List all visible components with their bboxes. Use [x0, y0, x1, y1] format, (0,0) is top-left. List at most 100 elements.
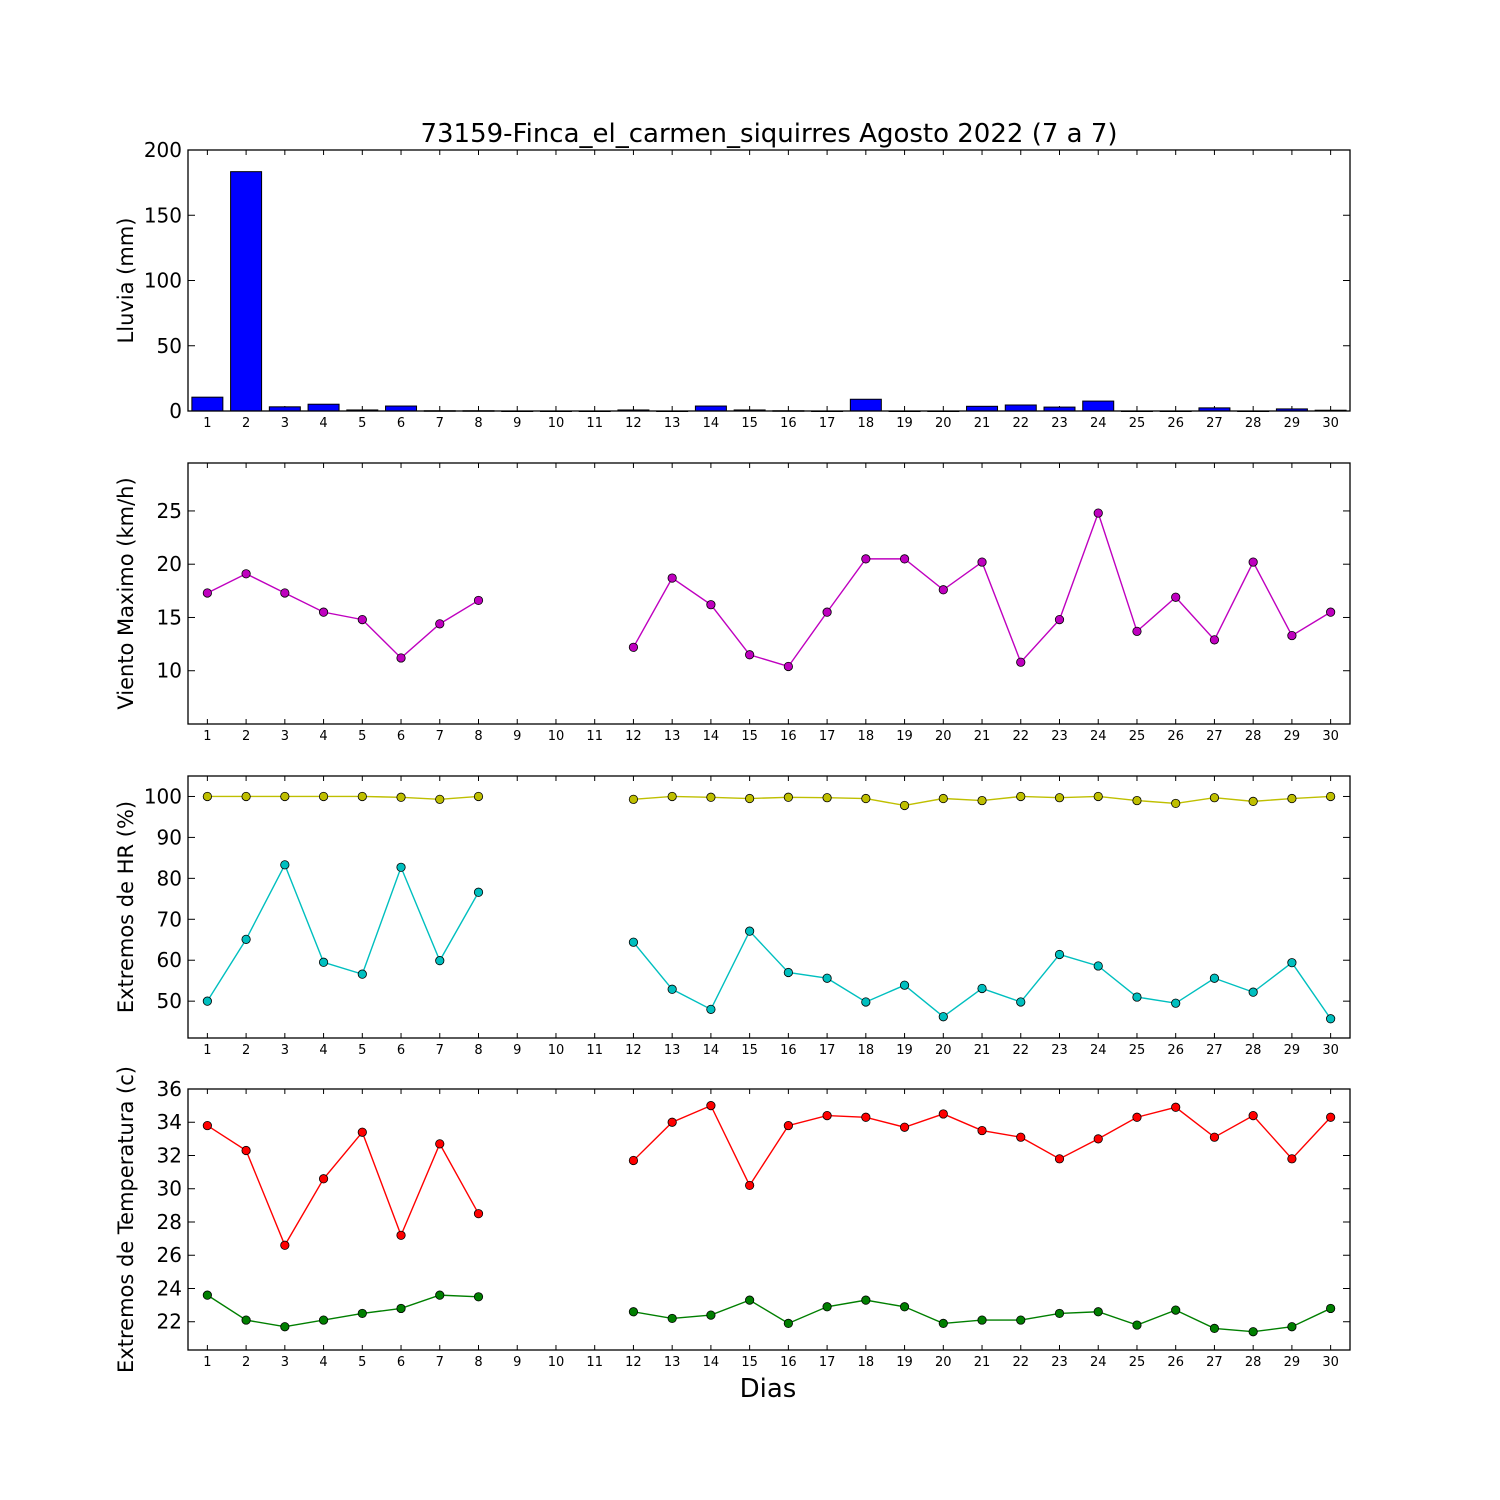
data-point — [435, 1139, 445, 1149]
data-point — [667, 1117, 677, 1127]
x-tick-label: 15 — [741, 729, 758, 744]
data-point — [1326, 1014, 1336, 1024]
x-tick-label: 22 — [1012, 416, 1029, 431]
x-tick-label: 3 — [281, 416, 289, 431]
x-tick-label: 30 — [1322, 1355, 1339, 1370]
y-tick-label: 200 — [144, 138, 182, 162]
data-point — [1248, 1327, 1258, 1337]
data-point — [938, 1012, 948, 1022]
x-tick-label: 10 — [548, 416, 565, 431]
data-point — [706, 1101, 716, 1111]
data-point — [899, 800, 910, 811]
x-tick-label: 18 — [858, 1043, 875, 1058]
data-point — [1093, 1307, 1103, 1317]
x-tick-label: 27 — [1206, 416, 1223, 431]
x-tick-label: 25 — [1129, 1043, 1146, 1058]
data-point — [435, 1290, 445, 1300]
data-point — [628, 1155, 639, 1166]
x-tick-label: 10 — [548, 1355, 565, 1370]
x-tick-label: 15 — [741, 416, 758, 431]
y-tick-label: 20 — [157, 552, 182, 576]
data-point — [1054, 614, 1065, 625]
x-tick-label: 23 — [1051, 1355, 1068, 1370]
x-tick-label: 1 — [203, 1355, 211, 1370]
data-point — [1171, 1305, 1181, 1315]
data-point — [745, 926, 755, 936]
x-tick-label: 1 — [203, 416, 211, 431]
x-tick-label: 13 — [664, 1043, 681, 1058]
x-tick-label: 9 — [513, 416, 521, 431]
x-tick-label: 3 — [281, 729, 289, 744]
data-point — [202, 1290, 212, 1300]
y-tick-label: 150 — [144, 203, 182, 227]
x-tick-label: 30 — [1322, 729, 1339, 744]
data-point — [435, 794, 445, 804]
x-tick-label: 22 — [1012, 1355, 1029, 1370]
data-point — [357, 1308, 367, 1319]
data-point — [1016, 997, 1026, 1007]
x-tick-label: 14 — [703, 1355, 720, 1370]
data-point — [357, 1127, 367, 1137]
x-tick-label: 17 — [819, 416, 836, 431]
data-point — [861, 554, 871, 564]
data-point — [318, 607, 329, 617]
x-tick-label: 15 — [741, 1355, 758, 1370]
x-tick-label: 21 — [974, 1043, 991, 1058]
data-point — [977, 557, 987, 567]
y-tick-label: 10 — [157, 659, 182, 683]
data-point — [783, 1318, 793, 1329]
data-point — [783, 967, 793, 978]
bar — [385, 405, 418, 412]
data-point — [280, 1240, 290, 1250]
x-tick-label: 6 — [397, 416, 405, 431]
data-point — [1171, 1102, 1181, 1112]
x-tick-label: 21 — [974, 416, 991, 431]
data-point — [1093, 508, 1103, 518]
y-tick-label: 15 — [157, 605, 182, 629]
x-tick-label: 24 — [1090, 1043, 1107, 1058]
data-point — [318, 1174, 329, 1184]
y-tick-label: 90 — [157, 825, 182, 849]
data-point — [938, 585, 948, 595]
x-tick-label: 6 — [397, 1355, 405, 1370]
data-point — [706, 1310, 716, 1320]
y-tick-label: 50 — [157, 989, 182, 1013]
bar — [307, 403, 340, 412]
data-point — [1054, 793, 1065, 803]
x-tick-label: 11 — [586, 416, 603, 431]
x-tick-label: 12 — [625, 729, 642, 744]
x-tick-label: 3 — [281, 1355, 289, 1370]
x-tick-label: 12 — [625, 416, 642, 431]
x-tick-label: 23 — [1051, 416, 1068, 431]
x-tick-label: 19 — [896, 1355, 913, 1370]
x-tick-label: 2 — [242, 729, 250, 744]
data-point — [1287, 630, 1297, 641]
data-point — [938, 793, 948, 804]
x-tick-label: 2 — [242, 1355, 250, 1370]
data-point — [1209, 1323, 1220, 1333]
data-point — [473, 1292, 484, 1302]
x-tick-label: 25 — [1129, 1355, 1146, 1370]
x-tick-label: 8 — [474, 729, 482, 744]
y-tick-label: 70 — [157, 907, 182, 931]
data-point — [1132, 1320, 1142, 1330]
x-tick-label: 14 — [703, 729, 720, 744]
data-point — [628, 937, 639, 947]
data-point — [745, 650, 755, 660]
data-point — [280, 1322, 290, 1332]
x-tick-label: 20 — [935, 729, 952, 744]
y-axis-label: Extremos de HR (%) — [114, 801, 138, 1013]
x-tick-label: 6 — [397, 1043, 405, 1058]
data-point — [1287, 958, 1297, 968]
data-point — [628, 642, 639, 652]
data-point — [1326, 791, 1336, 802]
x-tick-label: 24 — [1090, 1355, 1107, 1370]
x-tick-label: 17 — [819, 1355, 836, 1370]
x-tick-label: 5 — [358, 416, 366, 431]
x-tick-label: 26 — [1167, 729, 1184, 744]
data-point — [202, 996, 212, 1006]
x-tick-label: 28 — [1245, 729, 1262, 744]
x-tick-label: 26 — [1167, 1355, 1184, 1370]
data-point — [1016, 791, 1026, 802]
